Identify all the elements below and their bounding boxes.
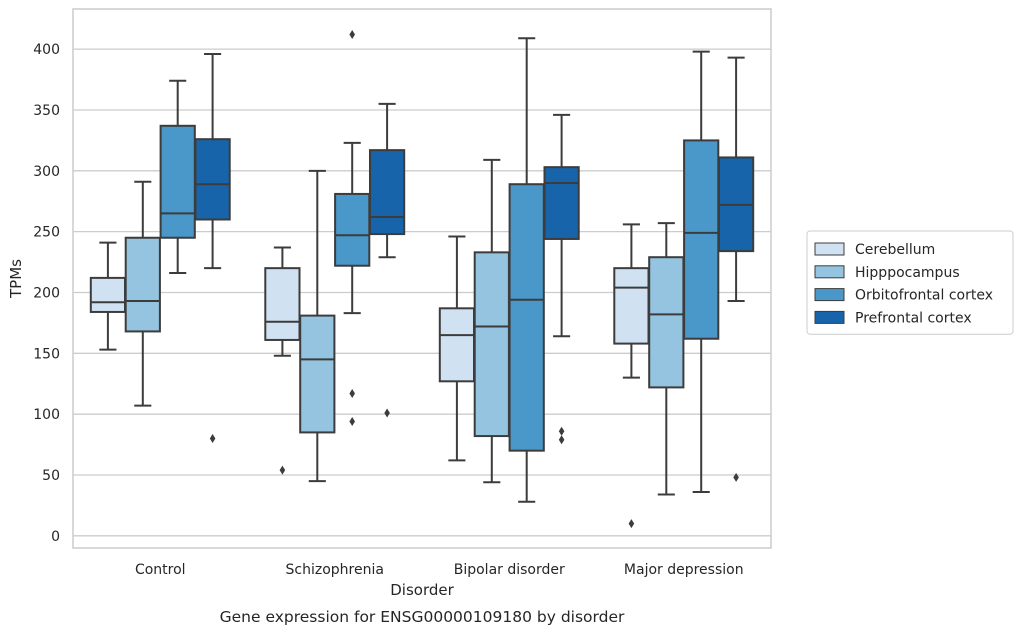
y-axis-label: TPMs [7, 259, 25, 299]
box-body [124, 236, 161, 333]
x-tick-label: Control [135, 562, 186, 578]
legend-swatch [814, 310, 845, 324]
plot-frame [72, 8, 772, 549]
series-cerebellum [89, 223, 650, 529]
legend-swatch [814, 242, 845, 256]
box-body [508, 183, 545, 452]
box-1 [334, 30, 371, 426]
outlier-point [349, 388, 355, 398]
box-0 [159, 79, 196, 275]
box-2 [438, 235, 476, 462]
legend-label: Hipppocampus [855, 265, 960, 281]
legend-label: Cerebellum [855, 242, 935, 258]
box-2 [543, 113, 580, 445]
outlier-point [558, 435, 565, 445]
box-body [264, 267, 301, 341]
y-tick-label: 150 [33, 346, 60, 362]
outlier-point [349, 416, 355, 426]
legend-label: Orbitofrontal cortex [855, 288, 993, 304]
box-1 [368, 102, 406, 418]
box-body [613, 267, 650, 345]
y-tick-label: 400 [33, 42, 60, 58]
box-2 [508, 37, 545, 503]
x-axis-ticks: Control Schizophrenia Bipolar disorder Majo… [135, 562, 744, 578]
box-body [299, 314, 336, 434]
x-tick-label: Bipolar disorder [454, 562, 565, 578]
outlier-point [384, 408, 390, 418]
box-0 [194, 53, 231, 443]
box-0 [89, 241, 127, 351]
x-tick-label: Major depression [624, 562, 744, 578]
outlier-point [279, 465, 286, 475]
box-3 [648, 222, 685, 496]
box-body [194, 138, 231, 221]
box-0 [124, 180, 161, 407]
chart-caption: Gene expression for ENSG00000109180 by d… [220, 608, 625, 626]
box-body [159, 124, 196, 239]
box-1 [299, 169, 336, 483]
x-axis-label: Disorder [390, 581, 454, 599]
y-tick-label: 100 [33, 407, 60, 423]
legend-swatch [814, 288, 845, 302]
outlier-point [349, 30, 355, 40]
series-orbitofrontal-cortex [159, 30, 720, 503]
legend-swatch [814, 265, 845, 279]
box-body [648, 256, 685, 389]
box-body [683, 139, 720, 340]
box-3 [613, 223, 650, 529]
y-axis-ticks: 0 50 100 150 200 250 300 350 400 [33, 42, 60, 545]
box-body [89, 276, 127, 313]
box-3 [683, 50, 720, 494]
y-tick-label: 50 [42, 468, 60, 484]
y-tick-label: 250 [33, 225, 60, 241]
legend-frame [806, 230, 1014, 335]
y-tick-label: 350 [33, 103, 60, 119]
series-prefrontal-cortex [194, 53, 755, 482]
box-2 [473, 158, 510, 484]
y-tick-label: 0 [51, 529, 60, 545]
box-3 [717, 56, 755, 482]
y-tick-label: 300 [33, 164, 60, 180]
box-body [543, 166, 580, 240]
series-hipppocampus [124, 158, 685, 496]
outlier-point [733, 472, 739, 482]
box-1 [264, 246, 301, 475]
legend: Cerebellum Hipppocampus Orbitofrontal cort… [806, 230, 1014, 335]
outlier-point [209, 433, 216, 443]
box-body [438, 307, 476, 383]
outlier-point [558, 426, 565, 436]
box-body [334, 192, 371, 267]
x-tick-label: Schizophrenia [286, 562, 384, 578]
box-series [89, 30, 755, 529]
box-body [473, 251, 510, 438]
outlier-point [628, 519, 635, 529]
legend-label: Prefrontal cortex [855, 310, 972, 326]
box-body [368, 149, 406, 236]
y-tick-label: 200 [33, 285, 60, 301]
